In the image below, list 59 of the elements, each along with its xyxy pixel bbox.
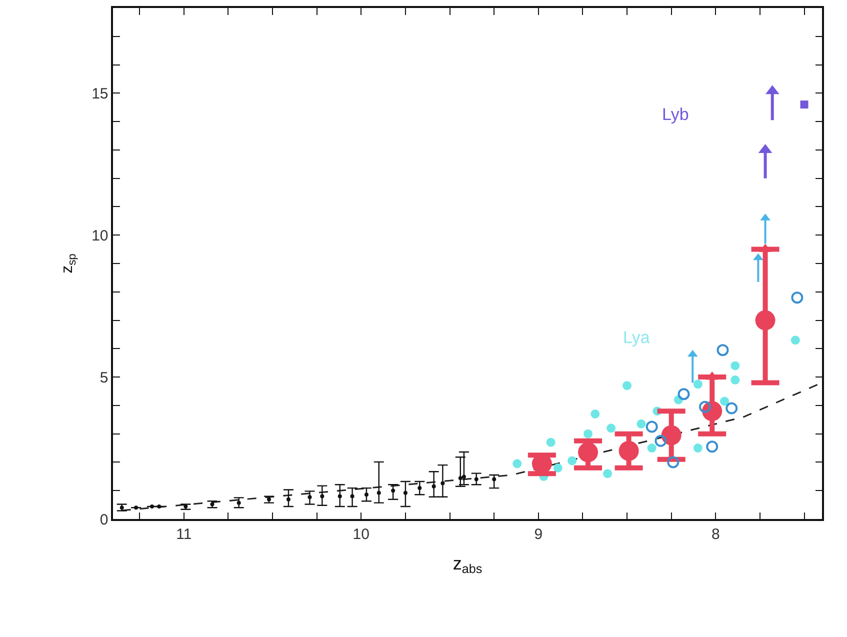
point xyxy=(403,490,408,495)
point xyxy=(646,420,658,433)
line-series xyxy=(121,383,820,512)
point xyxy=(350,494,354,498)
point xyxy=(553,463,562,472)
point xyxy=(654,434,667,447)
point xyxy=(432,484,436,488)
point xyxy=(693,444,702,453)
x-tick-label: 11 xyxy=(176,526,192,543)
point xyxy=(726,402,738,414)
point xyxy=(667,456,680,468)
point xyxy=(578,442,598,462)
point xyxy=(391,488,396,493)
point xyxy=(157,504,162,509)
point xyxy=(720,396,730,406)
point xyxy=(546,438,556,447)
point xyxy=(622,381,632,390)
point xyxy=(755,310,776,330)
x-tick-label: 8 xyxy=(711,526,720,543)
x-tick-label: 10 xyxy=(352,526,370,543)
point xyxy=(791,292,804,304)
x-axis-title: z$_{abs}$ xyxy=(452,553,482,576)
x-tick-label: 9 xyxy=(534,526,543,543)
point xyxy=(376,490,381,495)
point xyxy=(338,494,342,498)
point xyxy=(492,477,496,482)
point xyxy=(584,429,593,438)
point xyxy=(790,336,800,345)
point xyxy=(512,459,522,468)
point xyxy=(606,424,616,433)
point xyxy=(286,497,290,502)
point xyxy=(716,344,729,356)
point xyxy=(590,409,600,418)
point xyxy=(693,380,702,389)
point xyxy=(730,375,740,384)
y-tick-label: 10 xyxy=(92,227,108,244)
point xyxy=(568,456,577,466)
point xyxy=(800,100,808,109)
y-tick-label: 5 xyxy=(100,369,108,386)
point xyxy=(661,425,682,446)
point xyxy=(603,469,612,478)
annotation: Lya xyxy=(623,328,650,347)
point xyxy=(618,440,639,461)
point xyxy=(636,419,646,428)
point xyxy=(184,504,188,509)
point xyxy=(678,388,690,400)
point xyxy=(699,400,712,413)
point xyxy=(134,506,138,510)
point xyxy=(458,476,462,480)
y-tick-label: 15 xyxy=(92,85,108,102)
point xyxy=(730,361,740,370)
annotation: Lyb xyxy=(662,105,689,124)
point xyxy=(647,444,656,453)
point xyxy=(320,494,324,498)
point xyxy=(462,474,466,479)
point xyxy=(150,504,154,509)
point xyxy=(440,481,445,486)
y-tick-label: 0 xyxy=(100,511,108,528)
point xyxy=(706,440,718,453)
